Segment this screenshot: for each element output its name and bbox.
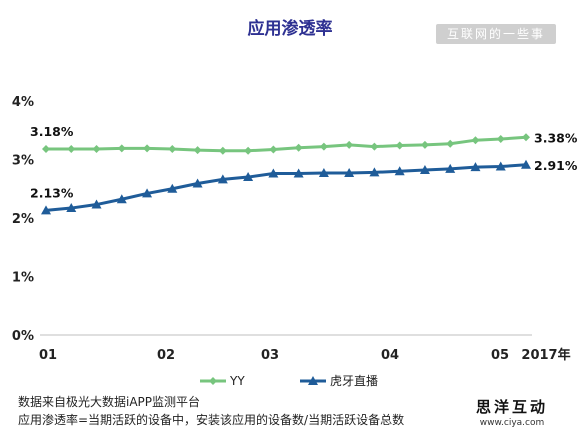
- data-point: [471, 136, 480, 145]
- data-point: [168, 144, 177, 153]
- footer-source: 数据来自极光大数据iAPP监测平台: [18, 394, 200, 409]
- data-point: [395, 141, 404, 150]
- watermark-text: 互联网的一些事: [447, 26, 545, 41]
- data-point: [318, 167, 329, 177]
- data-point: [143, 144, 152, 153]
- axes: 0% 1% 2% 3% 4% 01 02 03 04 05 2017年: [12, 95, 571, 363]
- data-point: [167, 183, 178, 193]
- data-point: [67, 144, 76, 153]
- data-point: [244, 146, 253, 155]
- x-tick-label: 04: [381, 348, 399, 363]
- y-tick-label: 4%: [12, 95, 34, 110]
- series-layer: [41, 133, 531, 215]
- y-tick-label: 2%: [12, 212, 34, 227]
- legend-marker: [209, 377, 217, 385]
- data-labels: 3.18% 3.38% 2.13% 2.91%: [30, 124, 578, 200]
- data-point: [369, 167, 380, 177]
- data-point: [294, 143, 303, 152]
- series-line-2: [45, 163, 527, 212]
- watermark-box: [436, 24, 556, 44]
- x-tick-label: 05: [491, 348, 509, 363]
- data-point: [345, 140, 354, 149]
- data-label-end: 3.38%: [534, 130, 578, 145]
- data-label-start: 3.18%: [30, 124, 74, 139]
- data-point: [344, 167, 355, 177]
- data-point: [117, 144, 126, 153]
- y-tick-label: 3%: [12, 154, 34, 169]
- x-tick-label: 01: [39, 348, 57, 363]
- data-point: [217, 174, 228, 184]
- data-point: [522, 133, 530, 142]
- data-point: [370, 142, 379, 151]
- logo-url: www.ciya.com: [480, 418, 545, 428]
- data-point: [92, 144, 101, 153]
- data-label-end: 2.91%: [534, 158, 578, 173]
- y-tick-label: 1%: [12, 271, 34, 286]
- legend-label: 虎牙直播: [330, 374, 378, 388]
- data-point: [66, 203, 77, 213]
- logo-name: 思洋互动: [476, 398, 548, 416]
- data-label-start: 2.13%: [30, 185, 74, 200]
- legend-label: YY: [229, 374, 245, 388]
- data-point: [293, 168, 304, 178]
- data-point: [445, 163, 456, 173]
- data-point: [446, 139, 455, 148]
- data-point: [521, 159, 531, 169]
- data-point: [268, 168, 279, 178]
- data-point: [420, 140, 429, 149]
- data-point: [193, 146, 202, 155]
- y-tick-label: 0%: [12, 329, 34, 344]
- data-point: [394, 166, 405, 176]
- data-point: [495, 161, 506, 171]
- data-point: [319, 142, 328, 151]
- data-point: [142, 188, 153, 198]
- data-point: [116, 194, 127, 204]
- x-tick-label: 2017年: [521, 347, 570, 363]
- series-line-1: [46, 135, 527, 153]
- footer-definition: 应用渗透率=当期活跃的设备中，安装该应用的设备数/当期活跃设备总数: [18, 412, 404, 427]
- watermark: 互联网的一些事: [436, 24, 556, 44]
- data-point: [192, 178, 203, 188]
- data-point: [419, 165, 430, 175]
- data-point: [41, 205, 51, 215]
- data-point: [470, 162, 481, 172]
- legend-marker: [308, 376, 318, 385]
- data-point: [218, 146, 227, 155]
- logo: 思洋互动 www.ciya.com: [476, 398, 548, 428]
- data-point: [496, 135, 505, 144]
- data-point: [42, 144, 50, 153]
- data-point: [243, 172, 254, 182]
- x-tick-label: 02: [157, 348, 175, 363]
- data-point: [91, 199, 102, 209]
- data-point: [269, 145, 278, 154]
- x-tick-label: 03: [261, 348, 279, 363]
- chart-title: 应用渗透率: [248, 18, 333, 39]
- legend: YY 虎牙直播: [200, 374, 378, 388]
